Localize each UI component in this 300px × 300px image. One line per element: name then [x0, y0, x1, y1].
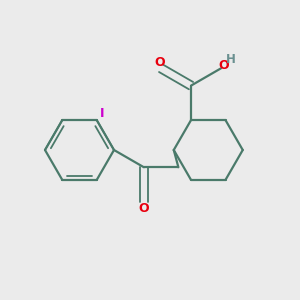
- Text: H: H: [226, 53, 236, 66]
- Text: I: I: [100, 107, 104, 120]
- Text: O: O: [219, 59, 229, 73]
- Text: O: O: [139, 202, 149, 215]
- Text: O: O: [154, 56, 165, 69]
